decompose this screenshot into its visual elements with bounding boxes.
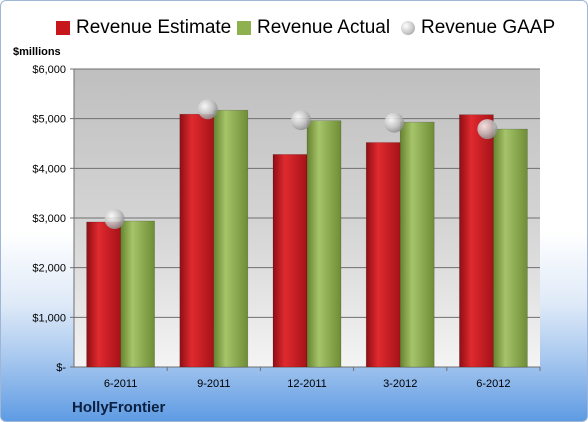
legend-marker-gaap: [401, 21, 415, 35]
bar-revenue-actual: [399, 121, 435, 368]
bar-revenue-estimate: [365, 142, 401, 368]
legend-item-gaap: Revenue GAAP: [401, 17, 555, 39]
marker-revenue-gaap: [197, 99, 218, 120]
x-tick-label: 6-2012: [476, 378, 510, 390]
bar-revenue-actual: [493, 128, 528, 368]
bar-revenue-actual: [213, 109, 249, 368]
legend-item-actual: Revenue Actual: [237, 17, 390, 39]
marker-revenue-gaap: [477, 119, 498, 140]
y-tick-label: $-: [56, 362, 66, 374]
bar-revenue-actual: [306, 120, 342, 368]
y-tick-label: $4,000: [32, 163, 66, 175]
company-name: HollyFrontier: [72, 399, 166, 416]
bar-revenue-estimate: [86, 221, 121, 368]
legend-swatch-estimate: [56, 21, 70, 35]
y-tick-label: $1,000: [32, 312, 66, 324]
legend-label-gaap: Revenue GAAP: [421, 17, 556, 38]
bar-revenue-estimate: [459, 114, 494, 368]
bar-revenue-actual: [120, 220, 155, 368]
marker-revenue-gaap: [291, 110, 311, 131]
y-tick-label: $2,000: [32, 263, 66, 275]
bar-revenue-estimate: [179, 113, 215, 368]
bar-revenue-estimate: [272, 154, 308, 368]
y-tick-label: $5,000: [32, 114, 66, 126]
marker-revenue-gaap: [104, 208, 125, 229]
x-tick-label: 6-2011: [104, 378, 137, 390]
x-tick-label: 3-2012: [383, 378, 417, 390]
legend-swatch-actual: [237, 21, 251, 35]
y-tick-label: $6,000: [32, 64, 66, 76]
y-tick-label: $3,000: [32, 213, 66, 225]
legend-label-actual: Revenue Actual: [257, 17, 391, 38]
marker-revenue-gaap: [384, 112, 405, 133]
x-tick-label: 9-2011: [197, 378, 230, 390]
legend-item-estimate: Revenue Estimate: [56, 17, 231, 39]
legend-label-estimate: Revenue Estimate: [76, 17, 232, 38]
x-tick-label: 12-2011: [287, 378, 327, 390]
y-axis-unit-label: $millions: [13, 46, 61, 58]
chart-legend: Revenue Estimate Revenue Actual Revenue …: [1, 17, 587, 43]
